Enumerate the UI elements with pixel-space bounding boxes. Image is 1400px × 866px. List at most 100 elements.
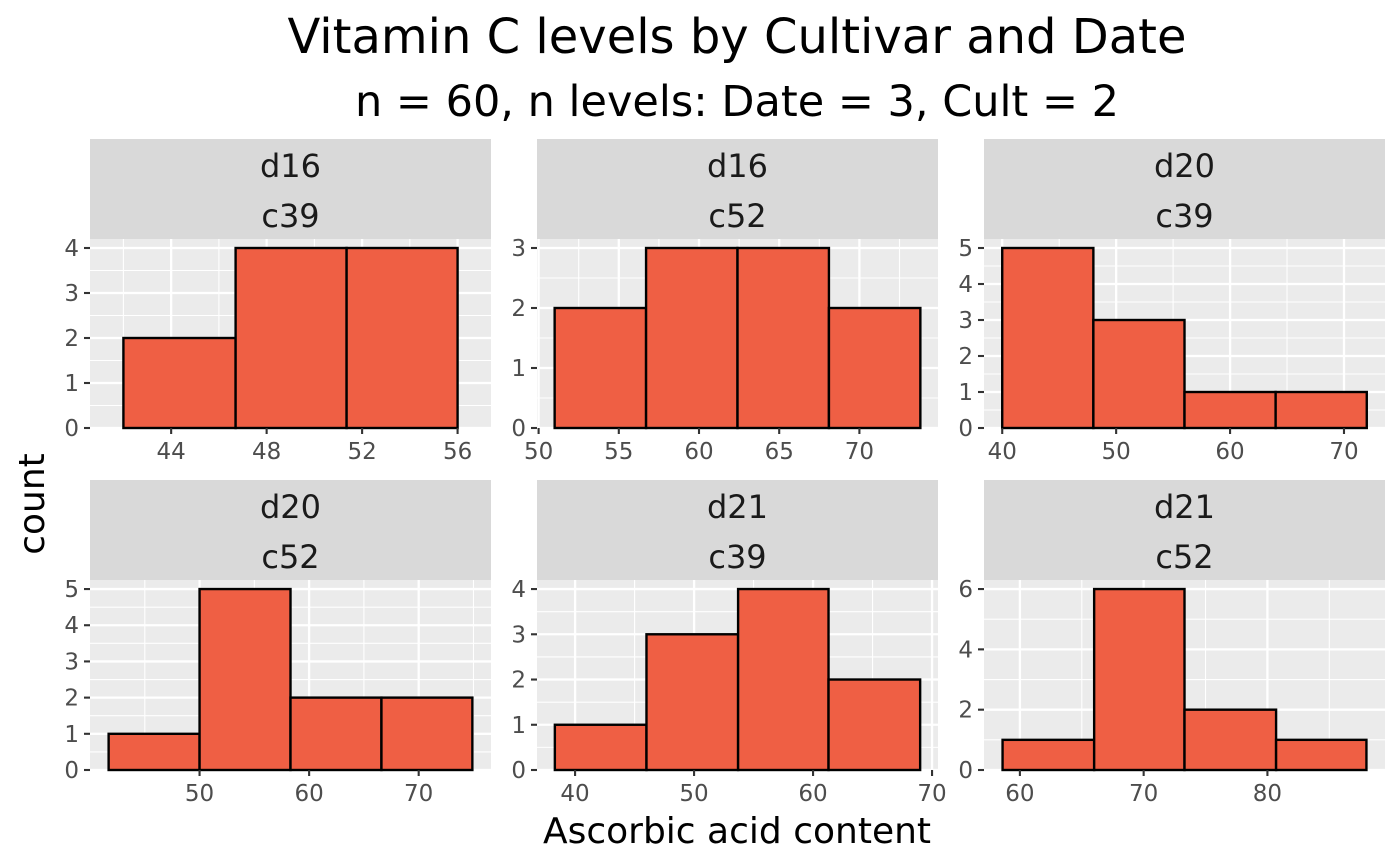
facet-strip	[537, 480, 938, 580]
y-tick-label: 1	[958, 380, 973, 406]
x-tick-label: 60	[684, 439, 713, 465]
y-tick-label: 0	[958, 758, 973, 784]
x-tick-label: 70	[917, 781, 946, 807]
y-tick-label: 0	[64, 416, 79, 442]
facet-strip-label: d16	[707, 147, 768, 185]
chart-title: Vitamin C levels by Cultivar and Date	[288, 9, 1187, 65]
facet-strip-label: c52	[261, 538, 319, 576]
x-tick-label: 56	[443, 439, 472, 465]
y-tick-label: 3	[64, 281, 79, 307]
x-tick-label: 80	[1253, 781, 1282, 807]
histogram-bar	[289, 696, 383, 772]
histogram-bar	[107, 732, 201, 772]
histogram-bar	[1092, 587, 1186, 772]
facet-strip	[90, 480, 491, 580]
y-tick-label: 4	[958, 272, 973, 298]
histogram-bar	[736, 246, 831, 430]
x-tick-label: 50	[524, 439, 553, 465]
x-axis-title: Ascorbic acid content	[543, 811, 931, 852]
x-tick-label: 40	[560, 781, 589, 807]
histogram-bar	[1274, 390, 1368, 430]
facet-strip-label: d20	[1154, 147, 1215, 185]
x-tick-label: 70	[845, 439, 874, 465]
y-tick-label: 4	[64, 236, 79, 262]
y-tick-label: 3	[511, 236, 526, 262]
y-tick-label: 3	[511, 622, 526, 648]
y-tick-label: 1	[511, 356, 526, 382]
facet-panel: d20 c52 50 60 70 0 1 2 3 4 5	[64, 480, 491, 807]
y-tick-label: 0	[958, 416, 973, 442]
histogram-bar	[345, 246, 459, 430]
facet-strip	[90, 139, 491, 239]
y-tick-label: 4	[511, 577, 526, 603]
histogram-bar	[553, 306, 648, 430]
facet-panel: d16 c52 50 55 60 65 70 0 1 2 3	[511, 139, 938, 465]
y-tick-label: 1	[511, 713, 526, 739]
facet-strip-label: c52	[1155, 538, 1213, 576]
x-tick-label: 70	[1329, 439, 1358, 465]
x-tick-label: 70	[404, 781, 433, 807]
histogram-bar	[1001, 246, 1095, 430]
x-tick-label: 70	[1129, 781, 1158, 807]
y-tick-label: 1	[64, 722, 79, 748]
facet-strip-label: c52	[708, 197, 766, 235]
x-tick-label: 55	[604, 439, 633, 465]
y-tick-label: 0	[511, 758, 526, 784]
x-tick-label: 50	[1102, 439, 1131, 465]
facet-strip	[984, 480, 1385, 580]
x-tick-label: 50	[679, 781, 708, 807]
histogram-bar	[1183, 390, 1277, 430]
x-tick-label: 48	[252, 439, 281, 465]
x-tick-label: 52	[347, 439, 376, 465]
x-tick-label: 60	[1005, 781, 1034, 807]
y-tick-label: 3	[64, 649, 79, 675]
y-tick-label: 5	[64, 577, 79, 603]
histogram-bar	[827, 306, 922, 430]
histogram-bar	[234, 246, 348, 430]
y-tick-label: 4	[958, 637, 973, 663]
facet-strip	[537, 139, 938, 239]
y-tick-label: 4	[64, 613, 79, 639]
histogram-bar	[736, 587, 830, 772]
histogram-bar	[1092, 318, 1186, 430]
x-tick-label: 65	[765, 439, 794, 465]
x-tick-label: 60	[798, 781, 827, 807]
y-tick-label: 2	[64, 326, 79, 352]
chart-subtitle: n = 60, n levels: Date = 3, Cult = 2	[355, 77, 1119, 127]
y-tick-label: 5	[958, 236, 973, 262]
y-tick-label: 2	[511, 668, 526, 694]
histogram-bar	[380, 696, 474, 772]
facet-strip	[984, 139, 1385, 239]
facet-strip-label: d16	[260, 147, 321, 185]
y-tick-label: 6	[958, 577, 973, 603]
facet-panel: d20 c39 40 50 60 70 0 1 2 3 4 5	[958, 139, 1385, 465]
y-tick-label: 1	[64, 371, 79, 397]
histogram-bar	[122, 336, 237, 430]
facet-panel: d16 c39 44 48 52 56 0 1 2 3 4	[64, 139, 491, 465]
facet-strip-label: d21	[707, 488, 768, 526]
y-tick-label: 0	[64, 758, 79, 784]
histogram-bar	[644, 246, 739, 430]
y-axis-title: count	[12, 453, 53, 555]
histogram-bar	[645, 633, 740, 772]
y-tick-label: 0	[511, 416, 526, 442]
x-tick-label: 50	[185, 781, 214, 807]
x-tick-label: 40	[988, 439, 1017, 465]
y-tick-label: 2	[958, 344, 973, 370]
histogram-bar	[1183, 708, 1278, 772]
facet-strip-label: d21	[1154, 488, 1215, 526]
facet-strip-label: c39	[261, 197, 319, 235]
y-tick-label: 3	[958, 308, 973, 334]
histogram-bar	[1274, 738, 1368, 772]
y-tick-label: 2	[958, 698, 973, 724]
facet-panel: d21 c39 40 50 60 70 0 1 2 3 4	[511, 480, 947, 807]
y-tick-label: 2	[511, 296, 526, 322]
x-tick-label: 60	[1215, 439, 1244, 465]
histogram-bar	[827, 678, 922, 772]
facet-panel: d21 c52 60 70 80 0 2 4 6	[958, 480, 1385, 807]
x-tick-label: 60	[294, 781, 323, 807]
y-tick-label: 2	[64, 686, 79, 712]
